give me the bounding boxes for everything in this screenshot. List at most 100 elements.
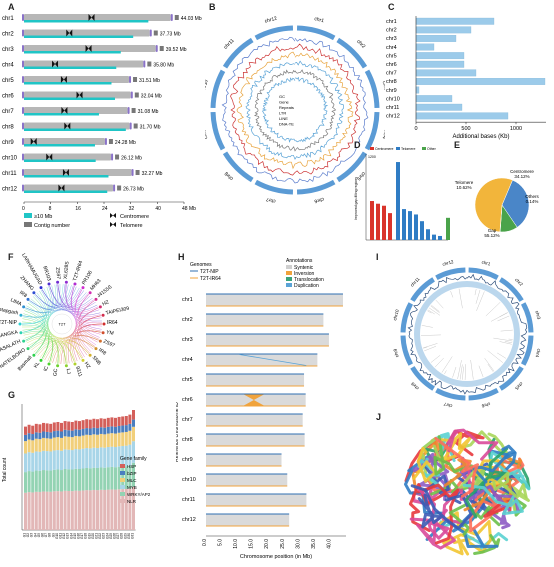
- chromatin-fiber: [489, 450, 531, 491]
- x-tick-label: G21: [95, 533, 99, 539]
- stacked-segment: [27, 452, 31, 472]
- legend-text: MYB: [127, 485, 137, 490]
- x-tick-label: 0: [22, 206, 25, 212]
- x-tick-label: 32: [129, 206, 135, 212]
- annotation-name: Translocation: [294, 277, 324, 283]
- stacked-segment: [121, 489, 125, 530]
- chromosome-bar: [24, 184, 114, 192]
- panel-a: A chr1 44.03 Mb chr2 37.73 Mb chr3 39.52 Mb ch…: [0, 0, 210, 250]
- stacked-segment: [128, 444, 132, 466]
- stacked-segment: [38, 470, 42, 492]
- stacked-segment: [85, 419, 89, 429]
- chr-label: chr11: [409, 276, 421, 288]
- chr-label: chr3: [381, 80, 385, 91]
- stacked-segment: [60, 491, 63, 530]
- interaction-link: [459, 364, 463, 380]
- stacked-segment: [132, 462, 135, 487]
- contig-bar: [24, 159, 96, 162]
- stacked-segment: [52, 437, 56, 451]
- chromatin-fiber: [462, 483, 524, 516]
- contig-bar: [24, 51, 121, 54]
- chr-label: chr8: [410, 381, 420, 391]
- legend-swatch: [422, 147, 426, 150]
- bar: [388, 213, 392, 240]
- interaction-link: [484, 358, 495, 372]
- centromere-mark: [52, 60, 59, 68]
- genome-node: [94, 297, 98, 301]
- stacked-segment: [31, 440, 35, 453]
- chr-label: chr8: [182, 437, 193, 443]
- stacked-segment: [67, 436, 71, 450]
- syntenic-block: [206, 334, 329, 346]
- slice-name: Gap: [488, 228, 497, 233]
- density-track: [407, 273, 528, 395]
- bar: [446, 217, 450, 240]
- track-label: LINE: [279, 116, 288, 121]
- chr-label: chr10: [392, 308, 400, 321]
- stacked-segment: [110, 426, 114, 434]
- chr-ideogram: [254, 25, 294, 41]
- stacked-segment: [78, 490, 81, 530]
- chr-label: chr6: [2, 94, 14, 100]
- genome-node: [32, 291, 36, 295]
- density-track: [253, 69, 337, 152]
- genome-label: HZ: [83, 361, 92, 370]
- chr-label: chr7: [265, 196, 276, 204]
- stacked-segment: [34, 491, 38, 530]
- x-tick-label: G30: [127, 533, 131, 539]
- chr-size: 32.27 Mb: [142, 171, 163, 177]
- stacked-segment: [38, 439, 42, 452]
- stacked-segment: [34, 438, 38, 452]
- genome-label: XL628S: [63, 260, 71, 279]
- slice-value: 55.12%: [484, 233, 499, 238]
- genome-node: [56, 364, 60, 368]
- genome-node: [22, 305, 26, 309]
- stacked-segment: [24, 441, 27, 454]
- chr-label: chr6: [481, 401, 491, 408]
- interaction-link: [450, 290, 454, 298]
- stacked-segment: [34, 423, 38, 433]
- chr-ideogram: [410, 365, 436, 391]
- stacked-segment: [92, 467, 96, 490]
- category-label: chr1: [386, 19, 397, 25]
- x-tick-label: 20.0: [264, 539, 270, 549]
- category-label: chr4: [386, 45, 397, 51]
- interaction-link: [458, 288, 463, 309]
- genome-node: [18, 322, 22, 326]
- synteny-link: [72, 307, 99, 362]
- telomere-right: [111, 153, 114, 161]
- chr-label: chr10: [182, 477, 196, 483]
- genome-label: KL: [33, 361, 41, 369]
- legend-text: NLR: [127, 499, 137, 504]
- x-tick-label: G5: [37, 533, 41, 537]
- telomere-left: [22, 107, 24, 114]
- synteny-link: [22, 284, 57, 333]
- bar: [415, 69, 477, 77]
- stacked-segment: [52, 469, 56, 492]
- contig-bar: [24, 128, 126, 131]
- stacked-segment: [42, 422, 45, 432]
- genome-node: [64, 364, 68, 368]
- chr-ideogram: [222, 151, 254, 183]
- interaction-link: [430, 305, 440, 314]
- x-tick-label: 30.0: [295, 539, 301, 549]
- telomere-right: [130, 91, 133, 99]
- synteny-link: [22, 326, 67, 364]
- genome-label: Pratapgarh: [0, 306, 19, 317]
- stacked-segment: [103, 418, 107, 428]
- contig-count-box: [133, 77, 138, 82]
- stacked-segment: [85, 490, 89, 530]
- chr-label: chr4: [182, 357, 193, 363]
- chromatin-fiber: [433, 435, 474, 476]
- x-tick-label: G26: [113, 533, 117, 539]
- chr-label: chr7: [182, 417, 193, 423]
- stacked-segment: [24, 434, 27, 442]
- chromatin-fiber: [464, 447, 509, 519]
- telomere-left: [22, 153, 24, 161]
- legend-text: Other: [427, 147, 437, 151]
- syntenic-block: [206, 314, 324, 326]
- stacked-segment: [88, 428, 92, 436]
- chr-ideogram: [210, 111, 226, 151]
- genome-node: [19, 313, 23, 317]
- interaction-link: [444, 370, 447, 375]
